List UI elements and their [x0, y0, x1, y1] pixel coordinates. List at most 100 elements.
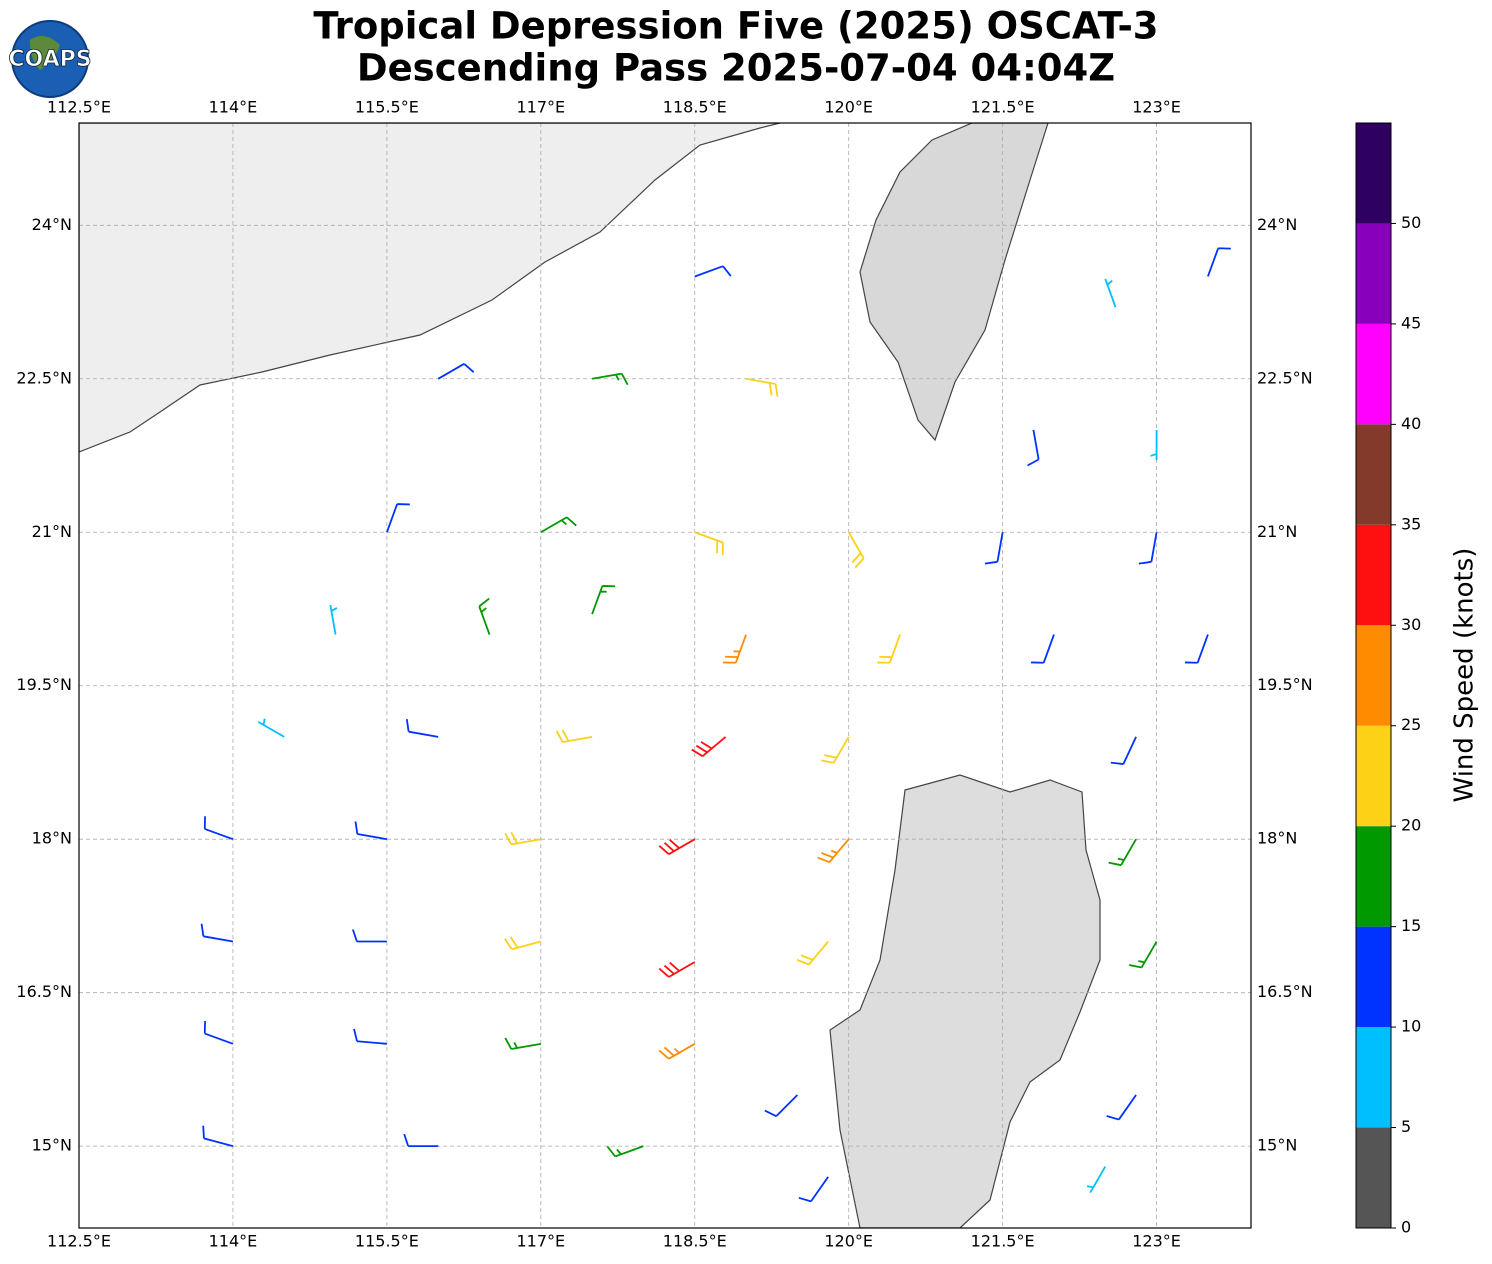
wind-barb: [386, 503, 410, 533]
wind-barb: [555, 729, 593, 743]
wind-barb: [437, 363, 475, 380]
wind-barb: [847, 531, 865, 569]
wind-barb: [352, 929, 387, 943]
wind-barb: [821, 736, 850, 764]
wind-barb: [202, 1125, 234, 1148]
wind-barb: [1110, 736, 1137, 765]
y-tick-label: 19.5°N: [1257, 675, 1313, 694]
wind-barb: [203, 1020, 234, 1045]
wind-barb: [504, 1037, 541, 1050]
x-tick-label: 120°E: [824, 1232, 873, 1251]
wind-barb: [606, 1145, 644, 1158]
wind-barb: [504, 831, 541, 846]
wind-barb: [1207, 247, 1231, 277]
colorbar-segment: [1356, 323, 1391, 425]
x-tick-label: 120°E: [824, 98, 873, 117]
x-tick-label: 121.5°E: [971, 98, 1035, 117]
logo: COAPS: [8, 20, 92, 98]
y-tick-label: 18°N: [1257, 829, 1297, 848]
wind-barb: [1027, 429, 1040, 467]
wind-barb: [691, 736, 727, 757]
wind-barb: [1031, 634, 1055, 664]
x-tick-label: 121.5°E: [971, 1232, 1035, 1251]
y-tick-label: 16.5°N: [1257, 982, 1313, 1001]
wind-barb: [1108, 838, 1137, 867]
colorbar-segment: [1356, 826, 1391, 927]
x-tick-label: 123°E: [1132, 98, 1181, 117]
wind-barbs: [200, 247, 1231, 1203]
colorbar-segment: [1356, 424, 1391, 525]
colorbar-segment: [1356, 725, 1391, 827]
map-frame: [78, 122, 1252, 1229]
wind-barb: [540, 516, 577, 534]
y-tick-label: 19.5°N: [16, 675, 72, 694]
wind-barb: [658, 961, 696, 978]
taiwan: [859, 123, 1049, 442]
colorbar-segment: [1356, 123, 1391, 224]
x-tick-label: 118.5°E: [663, 98, 727, 117]
y-tick-label: 15°N: [1257, 1136, 1297, 1155]
colorbar-segment: [1356, 926, 1391, 1028]
wind-barb: [694, 265, 732, 278]
wind-barb: [984, 532, 1004, 565]
wind-barb: [403, 1133, 439, 1148]
wind-barb: [1086, 1166, 1107, 1194]
wind-barb: [658, 838, 696, 855]
wind-barb: [1150, 429, 1158, 460]
x-tick-label: 123°E: [1132, 1232, 1181, 1251]
land: [79, 123, 1101, 1228]
wind-barb: [591, 372, 629, 386]
x-tick-label: 117°E: [516, 98, 565, 117]
wind-barb: [591, 585, 616, 615]
colorbar-tick-label: 0: [1401, 1218, 1411, 1237]
colorbar-tick-label: 5: [1401, 1117, 1411, 1136]
wind-barb: [658, 1043, 696, 1060]
wind-barb: [203, 816, 234, 841]
y-tick-label: 24°N: [1257, 215, 1297, 234]
wind-barb: [798, 1176, 829, 1203]
colorbar-segment: [1356, 223, 1391, 324]
wind-barb: [504, 936, 542, 951]
colorbar-segment: [1356, 524, 1391, 626]
wind-barb: [329, 604, 338, 635]
x-tick-label: 115.5°E: [355, 98, 419, 117]
colorbar-segment: [1356, 1127, 1391, 1228]
wind-barb: [694, 531, 724, 556]
colorbar-tick-label: 35: [1401, 514, 1421, 533]
y-tick-label: 22.5°N: [1257, 368, 1313, 387]
wind-barb: [1184, 634, 1209, 664]
x-tick-label: 115.5°E: [355, 1232, 419, 1251]
colorbar-tick-label: 15: [1401, 916, 1421, 935]
x-tick-label: 117°E: [516, 1232, 565, 1251]
colorbar-label: Wind Speed (knots): [1450, 548, 1480, 803]
y-tick-label: 16.5°N: [16, 982, 72, 1001]
wind-barb: [200, 923, 234, 943]
wind-barb: [877, 634, 901, 664]
wind-barb: [1138, 532, 1158, 565]
wind-barb: [796, 940, 829, 966]
colorbar-tick-label: 45: [1401, 313, 1421, 332]
colorbar-tick-label: 40: [1401, 414, 1421, 433]
x-tick-label: 112.5°E: [47, 1232, 111, 1251]
wind-barb: [1106, 1094, 1137, 1121]
y-tick-label: 15°N: [32, 1136, 72, 1155]
logo-land: [30, 36, 60, 70]
y-tick-label: 18°N: [32, 829, 72, 848]
wind-barb: [1104, 278, 1117, 308]
luzon: [829, 774, 1101, 1228]
colorbar-tick-label: 50: [1401, 213, 1421, 232]
wind-barb: [764, 1094, 799, 1118]
colorbar-segment: [1356, 1027, 1391, 1128]
wind-barb: [817, 838, 850, 864]
colorbar: 0 5 10 15 20 25 30 35 40 45 50: [1355, 122, 1421, 1237]
title-line: Tropical Depression Five (2025) OSCAT-3: [313, 5, 1158, 48]
title-line: Descending Pass 2025-07-04 04:04Z: [357, 47, 1115, 90]
logo-text: COAPS: [8, 47, 91, 72]
colorbar-tick-label: 25: [1401, 715, 1421, 734]
colorbar-frame: [1355, 122, 1392, 1229]
colorbar-tick-label: 10: [1401, 1017, 1421, 1036]
y-tick-label: 22.5°N: [16, 368, 72, 387]
x-tick-label: 114°E: [209, 1232, 258, 1251]
colorbar-segment: [1356, 625, 1391, 726]
